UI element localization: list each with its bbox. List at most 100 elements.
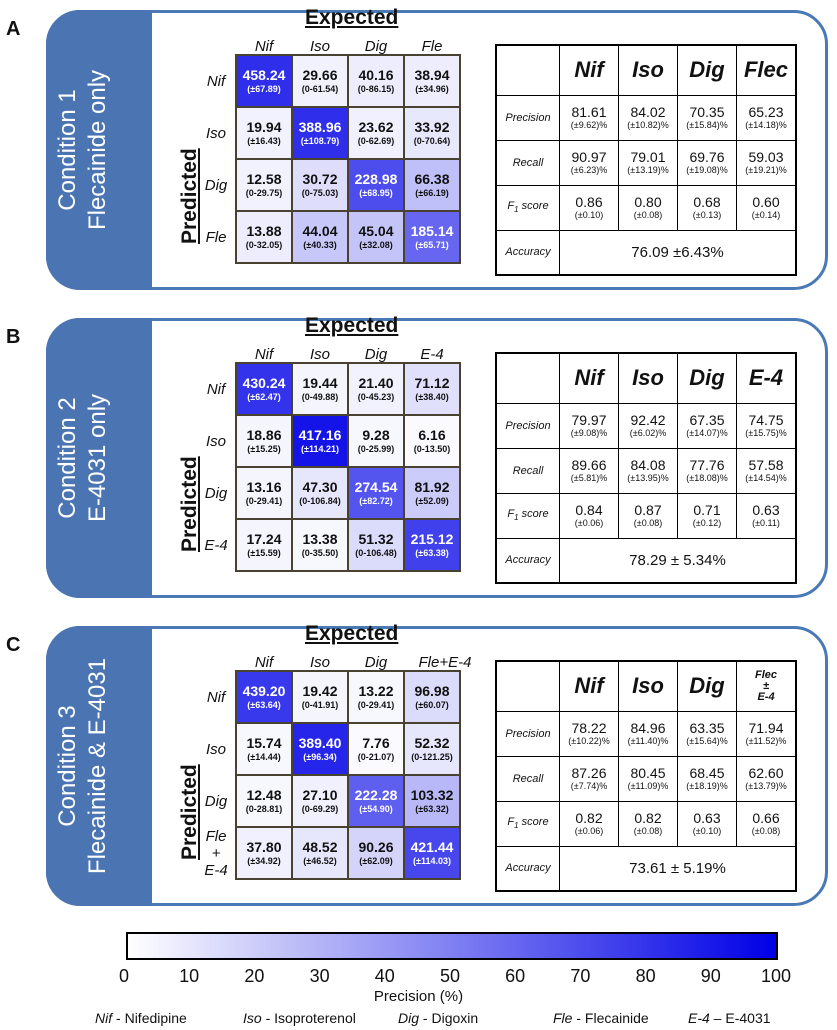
- cell-spread: (±16.43): [247, 136, 281, 146]
- cell-value: 48.52: [302, 839, 338, 855]
- row-label: Nif: [206, 688, 226, 706]
- metric-value: 0.63 (±0.11): [736, 492, 797, 539]
- metrics-row-label: Precision: [495, 94, 560, 141]
- matrix-cell: 13.88 (0-32.05): [237, 212, 291, 262]
- colorbar-axis-label: Precision (%): [373, 988, 464, 1005]
- f1-subscript: 1: [514, 513, 519, 523]
- metric-mean: 79.01: [630, 149, 666, 165]
- colorbar-tick-label: 90: [700, 966, 721, 986]
- metrics-header: Flec ± E-4: [736, 660, 797, 712]
- condition-line-2: Flecainide & E-4031: [84, 657, 111, 875]
- metrics-row-precision: Precision 81.61 (±9.62)% 84.02 (±10.82)% 70.3…: [495, 94, 797, 141]
- metrics-table: Nif Iso Dig Flec ± E-4 Precision 78.22 (±10.22…: [495, 660, 797, 892]
- colorbar-tick-label: 70: [570, 966, 591, 986]
- condition-line-1: Condition 1: [54, 89, 81, 211]
- metric-mean: 80.45: [630, 765, 666, 781]
- metric-value: 0.82 (±0.08): [618, 800, 678, 847]
- matrix-cell: 45.04 (±32.08): [349, 212, 403, 262]
- metric-value: 79.97 (±9.08)%: [559, 402, 619, 449]
- metrics-row-recall: Recall 89.66 (±5.81)% 84.08 (±13.95)% 77.76 (±…: [495, 447, 797, 494]
- metric-mean: 0.68: [693, 194, 721, 210]
- metric-sd: (±10.22)%: [568, 736, 610, 746]
- metric-value: 84.02 (±10.82)%: [618, 94, 678, 141]
- column-label: Iso: [309, 654, 330, 671]
- cell-value: 17.24: [246, 531, 282, 547]
- metric-mean: 0.63: [752, 502, 780, 518]
- cell-spread: (0-86.15): [357, 84, 395, 94]
- metric-value: 70.35 (±15.84)%: [677, 94, 737, 141]
- metrics-row-label: F1 score: [495, 184, 560, 231]
- matrix-cell: 17.24 (±15.59): [237, 520, 291, 570]
- cell-spread: (±63.64): [247, 700, 281, 710]
- cell-value: 19.42: [302, 683, 338, 699]
- metric-sd: (±15.64)%: [686, 736, 728, 746]
- metrics-header-row: Nif Iso Dig E-4: [495, 352, 797, 404]
- cell-spread: (±62.47): [247, 392, 281, 402]
- metric-value: 65.23 (±14.18)%: [736, 94, 797, 141]
- metric-sd: (±14.18)%: [745, 120, 787, 130]
- cell-spread: (0-13.50): [413, 444, 451, 454]
- metric-mean: 92.42: [630, 412, 666, 428]
- metric-value: 87.26 (±7.74)%: [559, 755, 619, 802]
- cell-spread: (±63.32): [415, 804, 449, 814]
- metric-value: 0.80 (±0.08): [618, 184, 678, 231]
- cell-spread: (0-121.25): [411, 752, 453, 762]
- legend-sep: –: [709, 1010, 726, 1026]
- cell-spread: (0-35.50): [301, 548, 339, 558]
- metric-value: 0.68 (±0.13): [677, 184, 737, 231]
- cell-spread: (±14.44): [247, 752, 281, 762]
- cell-value: 21.40: [358, 375, 394, 391]
- metric-mean: 0.86: [575, 194, 603, 210]
- cell-value: 389.40: [298, 735, 342, 751]
- matrix-cell: 48.52 (±46.52): [293, 828, 347, 878]
- metric-sd: (±0.10): [574, 210, 604, 220]
- accuracy-label: Accuracy: [495, 229, 560, 276]
- confusion-matrix: 430.24 (±62.47) 19.44 (0-49.88) 21.40 (0-45.2…: [235, 362, 461, 572]
- cell-spread: (0-106.84): [299, 496, 341, 506]
- metrics-table: Nif Iso Dig Flec Precision 81.61 (±9.62)% 84.02…: [495, 44, 797, 276]
- cell-spread: (0-45.23): [357, 392, 395, 402]
- metric-value: 57.58 (±14.54)%: [736, 447, 797, 494]
- cell-spread: (±60.07): [415, 700, 449, 710]
- matrix-cell: 6.16 (0-13.50): [405, 416, 459, 466]
- confusion-matrix: 439.20 (±63.64) 19.42 (0-41.91) 13.22 (0-29.4…: [235, 670, 461, 880]
- legend-sep: -: [419, 1010, 432, 1026]
- matrix-cell: 439.20 (±63.64): [237, 672, 291, 722]
- panel-letter: B: [6, 326, 21, 348]
- column-label: Dig: [364, 38, 388, 55]
- legend-abbr: Iso: [243, 1010, 262, 1026]
- metric-sd: (±13.95)%: [627, 473, 669, 483]
- matrix-cell: 18.86 (±15.25): [237, 416, 291, 466]
- cell-spread: (±54.90): [359, 804, 393, 814]
- metrics-header: Nif: [559, 352, 619, 404]
- cell-spread: (±62.09): [359, 856, 393, 866]
- metric-value: 0.84 (±0.06): [559, 492, 619, 539]
- matrix-cell: 388.96 (±108.79): [293, 108, 347, 158]
- matrix-cell: 12.48 (0-28.81): [237, 776, 291, 826]
- matrix-cell: 185.14 (±65.71): [405, 212, 459, 262]
- cell-value: 185.14: [410, 223, 454, 239]
- metrics-header-row: Nif Iso Dig Flec ± E-4: [495, 660, 797, 712]
- matrix-cell: 13.16 (0-29.41): [237, 468, 291, 518]
- legend-sep: -: [112, 1010, 125, 1026]
- row-label: E-4: [204, 536, 228, 554]
- matrix-cell: 9.28 (0-25.99): [349, 416, 403, 466]
- colorbar-tick-label: 60: [505, 966, 526, 986]
- cell-value: 15.74: [246, 735, 282, 751]
- cell-value: 19.94: [246, 119, 282, 135]
- metrics-header: Iso: [618, 44, 678, 96]
- metrics-header: Flec: [736, 44, 797, 96]
- metric-mean: 67.35: [689, 412, 725, 428]
- metric-mean: 84.08: [630, 457, 666, 473]
- metrics-row-accuracy: Accuracy 78.29 ± 5.34%: [495, 537, 797, 584]
- matrix-cell: 215.12 (±63.38): [405, 520, 459, 570]
- metric-mean: 68.45: [689, 765, 725, 781]
- cell-value: 30.72: [302, 171, 338, 187]
- matrix-cell: 19.42 (0-41.91): [293, 672, 347, 722]
- matrix-cell: 103.32 (±63.32): [405, 776, 459, 826]
- metric-value: 0.82 (±0.06): [559, 800, 619, 847]
- row-label: Iso: [205, 432, 226, 450]
- matrix-cell: 29.66 (0-61.54): [293, 56, 347, 106]
- metrics-row-label: Recall: [495, 139, 560, 186]
- cell-spread: (0-29.41): [245, 496, 283, 506]
